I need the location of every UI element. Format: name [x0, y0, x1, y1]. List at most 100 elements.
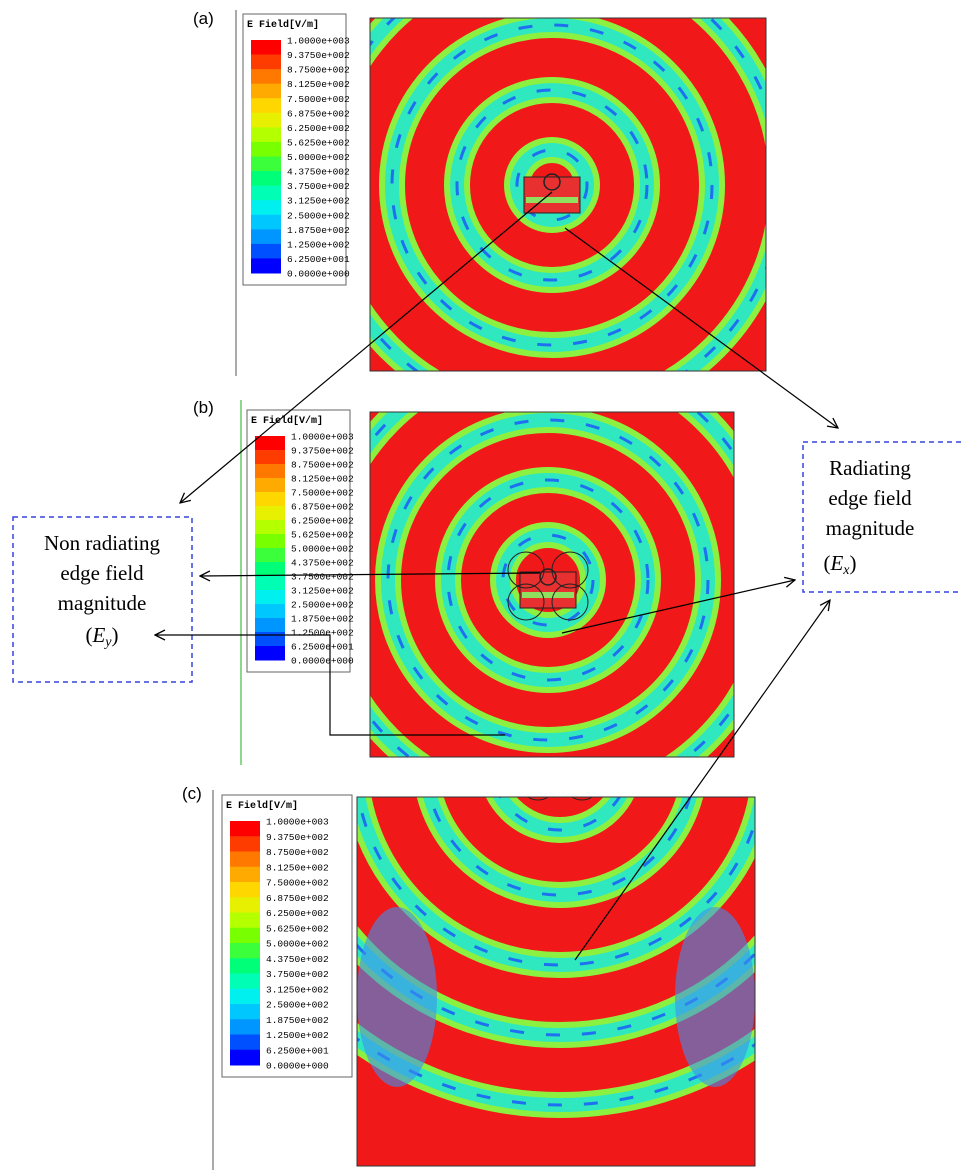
- legend-label: 5.0000e+002: [287, 152, 350, 163]
- legend-swatch: [230, 928, 260, 944]
- legend-swatch: [251, 186, 281, 201]
- patch-strip: [534, 772, 586, 778]
- legend-swatch: [251, 113, 281, 128]
- legend-label: 5.0000e+002: [266, 939, 329, 950]
- legend: E Field[V/m]1.0000e+0039.3750e+0028.7500…: [247, 410, 354, 672]
- legend-label: 1.8750e+002: [287, 225, 350, 236]
- legend-swatch: [230, 821, 260, 837]
- legend-label: 1.2500e+002: [291, 628, 354, 639]
- legend-label: 7.5000e+002: [287, 94, 350, 105]
- legend-label: 8.1250e+002: [266, 862, 329, 873]
- legend-swatch: [255, 436, 285, 451]
- legend-label: 6.8750e+002: [287, 108, 350, 119]
- legend-label: 8.1250e+002: [291, 474, 354, 485]
- legend-swatch: [255, 632, 285, 647]
- panel-label: (c): [182, 784, 202, 803]
- legend-label: 5.0000e+002: [291, 544, 354, 555]
- legend-label: 8.7500e+002: [266, 847, 329, 858]
- legend-label: 5.6250e+002: [291, 530, 354, 541]
- annotation-text: Radiating: [829, 456, 911, 480]
- legend-swatch: [251, 84, 281, 99]
- legend-label: 2.5000e+002: [287, 210, 350, 221]
- legend-label: 3.7500e+002: [266, 969, 329, 980]
- legend-swatch: [251, 171, 281, 186]
- legend-label: 1.0000e+003: [266, 817, 329, 828]
- legend-swatch: [251, 229, 281, 244]
- legend-swatch: [251, 215, 281, 230]
- legend-swatch: [255, 492, 285, 507]
- legend-label: 8.7500e+002: [291, 460, 354, 471]
- legend-label: 9.3750e+002: [287, 50, 350, 61]
- legend-label: 4.3750e+002: [287, 167, 350, 178]
- annotation-symbol: (Ey): [85, 623, 118, 650]
- legend-swatch: [251, 98, 281, 113]
- legend-label: 6.2500e+002: [291, 516, 354, 527]
- legend-swatch: [230, 836, 260, 852]
- legend-label: 8.1250e+002: [287, 79, 350, 90]
- legend-label: 1.0000e+003: [291, 432, 354, 443]
- legend-swatch: [255, 520, 285, 535]
- annotation-text: magnitude: [826, 516, 915, 540]
- legend-label: 3.1250e+002: [266, 984, 329, 995]
- legend-label: 3.7500e+002: [291, 572, 354, 583]
- legend-label: 7.5000e+002: [291, 488, 354, 499]
- legend-label: 8.7500e+002: [287, 65, 350, 76]
- legend: E Field[V/m]1.0000e+0039.3750e+0028.7500…: [243, 14, 350, 285]
- legend-swatch: [251, 69, 281, 84]
- legend-title: E Field[V/m]: [251, 415, 323, 427]
- legend-swatch: [230, 1035, 260, 1051]
- legend-label: 9.3750e+002: [266, 832, 329, 843]
- panel-label: (b): [193, 398, 214, 417]
- legend-swatch: [230, 882, 260, 898]
- legend-label: 2.5000e+002: [266, 1000, 329, 1011]
- legend-label: 1.2500e+002: [287, 239, 350, 250]
- legend-swatch: [230, 1050, 260, 1066]
- annotation-text: magnitude: [58, 591, 147, 615]
- legend-swatch: [255, 646, 285, 661]
- legend-label: 6.2500e+002: [287, 123, 350, 134]
- symbol: E: [829, 551, 843, 575]
- annotation-text: Non radiating: [44, 531, 161, 555]
- legend-swatch: [255, 618, 285, 633]
- legend-title: E Field[V/m]: [226, 800, 298, 812]
- legend-swatch: [230, 943, 260, 959]
- annotation-text: edge field: [60, 561, 144, 585]
- legend-label: 6.2500e+001: [287, 254, 350, 265]
- legend-swatch: [251, 127, 281, 142]
- legend-swatch: [255, 450, 285, 465]
- legend-swatch: [251, 55, 281, 70]
- legend-swatch: [251, 200, 281, 215]
- legend-label: 6.2500e+001: [266, 1045, 329, 1056]
- field-low: [675, 907, 755, 1087]
- legend-swatch: [255, 562, 285, 577]
- legend-label: 6.2500e+001: [291, 642, 354, 653]
- legend-swatch: [255, 590, 285, 605]
- patch-strip: [526, 197, 578, 203]
- annotation-symbol: (Ex): [823, 551, 856, 578]
- legend-swatch: [255, 534, 285, 549]
- patch-strip: [522, 592, 574, 598]
- legend-swatch: [251, 244, 281, 259]
- legend-label: 3.7500e+002: [287, 181, 350, 192]
- symbol: E: [91, 623, 105, 647]
- legend-swatch: [230, 1004, 260, 1020]
- legend-label: 7.5000e+002: [266, 878, 329, 889]
- legend-swatch: [255, 478, 285, 493]
- legend-swatch: [255, 464, 285, 479]
- legend-label: 3.1250e+002: [287, 196, 350, 207]
- legend-swatch: [230, 913, 260, 929]
- legend-label: 6.2500e+002: [266, 908, 329, 919]
- legend-label: 2.5000e+002: [291, 600, 354, 611]
- legend-label: 1.8750e+002: [266, 1015, 329, 1026]
- parasitic-ring: [564, 764, 600, 800]
- legend-swatch: [230, 958, 260, 974]
- legend-label: 4.3750e+002: [266, 954, 329, 965]
- legend-swatch: [230, 897, 260, 913]
- annotation-text: edge field: [828, 486, 912, 510]
- legend-label: 6.8750e+002: [291, 502, 354, 513]
- panel-label: (a): [193, 9, 214, 28]
- legend-swatch: [230, 1019, 260, 1035]
- legend-swatch: [230, 852, 260, 868]
- patch: [524, 177, 580, 213]
- figure: E Field[V/m] 1.0000e+003 9.3750e+002 8.7500…: [0, 0, 962, 1170]
